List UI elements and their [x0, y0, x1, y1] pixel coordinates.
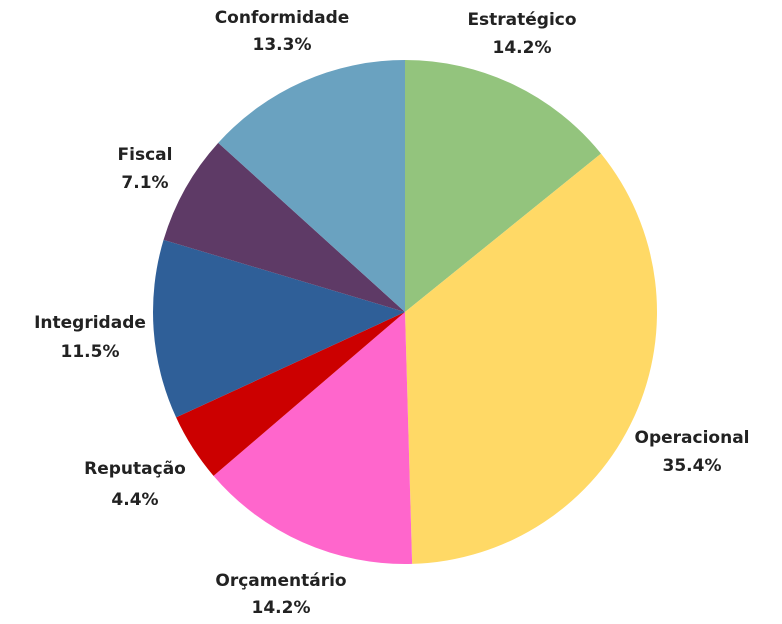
slice-value-label: 14.2% — [252, 598, 311, 618]
slice-value-label: 11.5% — [61, 342, 120, 362]
slice-label: Operacional — [635, 428, 750, 448]
slice-value-label: 13.3% — [253, 35, 312, 55]
slice-value-label: 35.4% — [663, 456, 722, 476]
slice-value-label: 4.4% — [111, 490, 158, 510]
pie-slice — [176, 312, 405, 476]
slice-value-label: 14.2% — [493, 38, 552, 58]
pie-slice — [153, 239, 405, 418]
slice-label: Estratégico — [467, 10, 576, 30]
pie-slice — [218, 60, 405, 312]
slice-label: Conformidade — [215, 8, 350, 28]
slice-label: Orçamentário — [215, 571, 346, 591]
pie-slice — [405, 60, 602, 312]
pie-slice — [163, 142, 405, 312]
slice-label: Fiscal — [118, 145, 173, 165]
pie-slice — [405, 153, 657, 564]
pie-slice — [213, 312, 413, 564]
slice-value-label: 7.1% — [121, 173, 168, 193]
slice-label: Integridade — [34, 313, 146, 333]
slice-label: Reputação — [84, 459, 186, 479]
